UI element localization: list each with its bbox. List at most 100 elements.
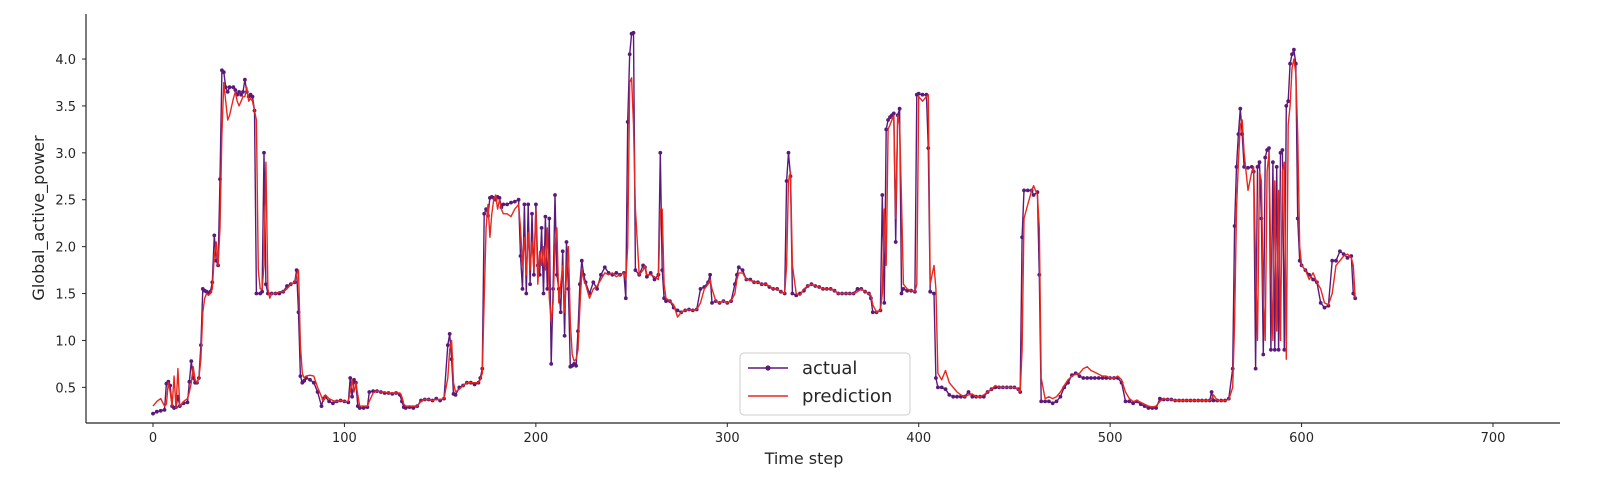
data-point-actual	[262, 150, 266, 155]
data-point-actual	[1282, 347, 1287, 352]
data-point-actual	[1238, 106, 1243, 111]
data-point-actual	[233, 88, 238, 92]
data-point-actual	[1234, 165, 1239, 169]
data-point-actual	[1022, 188, 1026, 193]
data-point-actual	[652, 277, 657, 282]
data-point-actual	[790, 291, 795, 296]
data-point-actual	[1290, 52, 1294, 57]
data-point-actual	[158, 408, 163, 413]
data-point-actual	[1209, 390, 1214, 394]
data-point-actual	[311, 380, 316, 385]
y-tick-label: 2.5	[55, 194, 76, 209]
data-point-actual	[367, 390, 372, 394]
y-tick-label: 1.5	[55, 288, 76, 303]
data-point-actual	[553, 193, 557, 197]
data-point-actual	[658, 150, 663, 155]
y-tick-labels: 0.5 1.0 1.5 2.0 2.5 3.0 3.5 4.0	[55, 53, 86, 396]
x-tick-label: 300	[715, 431, 740, 446]
data-point-actual	[547, 216, 552, 221]
data-point-actual	[564, 240, 569, 244]
data-point-actual	[545, 287, 550, 291]
data-point-actual	[361, 406, 366, 410]
data-point-actual	[254, 291, 259, 296]
data-point-actual	[543, 214, 548, 219]
data-point-actual	[352, 377, 356, 382]
data-point-actual	[231, 85, 236, 90]
y-tick-label: 4.0	[55, 53, 76, 68]
data-point-actual	[1025, 188, 1030, 193]
data-point-actual	[403, 406, 408, 410]
data-point-actual	[1338, 249, 1342, 254]
data-point-actual	[1276, 347, 1281, 352]
data-point-actual	[241, 90, 245, 94]
data-point-actual	[308, 377, 312, 382]
data-point-actual	[591, 280, 596, 285]
data-point-actual	[631, 30, 636, 35]
data-point-actual	[1100, 376, 1105, 380]
data-point-actual	[505, 202, 509, 207]
data-point-actual	[943, 387, 948, 392]
data-point-actual	[482, 211, 487, 216]
data-point-actual	[970, 394, 975, 399]
y-tick-label: 3.0	[55, 147, 76, 162]
data-point-actual	[411, 406, 416, 410]
series-line-prediction	[152, 58, 1356, 409]
data-point-actual	[870, 310, 875, 315]
data-point-actual	[602, 265, 607, 270]
data-point-actual	[1047, 399, 1051, 404]
data-point-actual	[1131, 401, 1135, 406]
data-point-actual	[1322, 305, 1327, 310]
data-point-actual	[893, 240, 898, 244]
data-point-actual	[786, 150, 791, 155]
data-point-actual	[614, 271, 619, 275]
data-point-actual	[664, 299, 668, 303]
data-point-actual	[357, 406, 362, 410]
data-point-actual	[947, 393, 952, 397]
data-point-actual	[151, 411, 155, 416]
data-point-actual	[558, 310, 563, 315]
data-point-actual	[662, 296, 666, 301]
data-point-actual	[189, 359, 194, 363]
data-point-actual	[784, 179, 789, 183]
data-point-actual	[497, 196, 502, 200]
data-point-actual	[1286, 99, 1291, 104]
data-point-actual	[447, 332, 452, 336]
data-point-actual	[1096, 376, 1101, 380]
data-point-actual	[1292, 47, 1296, 52]
data-point-actual	[627, 52, 632, 57]
data-point-actual	[185, 400, 190, 405]
data-point-actual	[855, 287, 860, 291]
data-point-actual	[512, 199, 517, 204]
legend-actual-label: actual	[802, 358, 857, 379]
data-point-actual	[348, 376, 353, 380]
data-point-actual	[1271, 160, 1275, 165]
data-point-actual	[528, 282, 532, 287]
data-point-actual	[1272, 347, 1277, 352]
data-point-actual	[319, 404, 324, 408]
data-point-actual	[541, 291, 546, 296]
data-point-actual	[1054, 399, 1059, 404]
data-point-actual	[1050, 401, 1055, 406]
y-tick-label: 2.0	[55, 241, 76, 256]
data-point-actual	[212, 233, 217, 238]
data-point-actual	[1039, 399, 1044, 404]
data-point-actual	[225, 90, 230, 94]
data-point-actual	[1158, 396, 1162, 401]
data-point-actual	[549, 362, 554, 366]
legend-prediction-label: prediction	[802, 386, 892, 407]
data-point-actual	[534, 202, 538, 207]
data-point-actual	[934, 376, 938, 380]
series-prediction	[152, 58, 1356, 409]
data-point-actual	[736, 265, 741, 270]
data-point-actual	[579, 258, 584, 263]
data-point-actual	[1345, 256, 1350, 260]
data-point-actual	[239, 92, 244, 97]
data-point-actual	[1278, 150, 1283, 155]
data-point-actual	[1255, 165, 1260, 169]
data-point-actual	[955, 394, 959, 399]
y-axis-label: Global_active_power	[29, 135, 49, 301]
data-point-actual	[901, 287, 906, 291]
data-point-actual	[298, 374, 303, 378]
data-point-actual	[1269, 347, 1273, 352]
data-point-actual	[1211, 398, 1216, 403]
